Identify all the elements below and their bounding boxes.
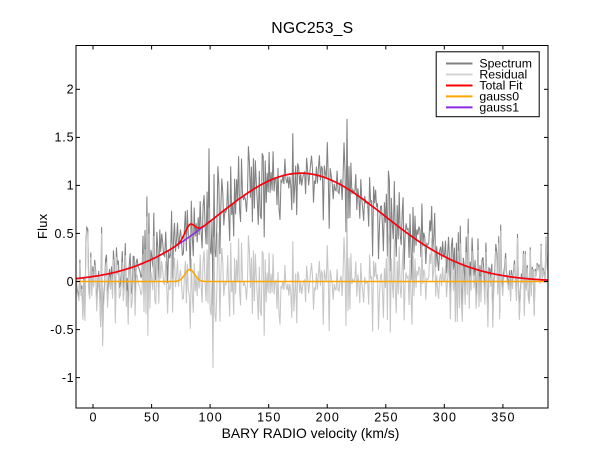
svg-text:100: 100 — [199, 411, 222, 425]
svg-text:0: 0 — [67, 275, 74, 289]
svg-text:50: 50 — [144, 411, 159, 425]
svg-text:-0.5: -0.5 — [50, 323, 73, 337]
svg-text:gauss0: gauss0 — [479, 90, 519, 104]
svg-text:NGC253_S: NGC253_S — [271, 20, 353, 37]
svg-text:Spectrum: Spectrum — [479, 57, 532, 71]
svg-text:1: 1 — [67, 179, 74, 193]
svg-text:200: 200 — [316, 411, 339, 425]
svg-text:250: 250 — [374, 411, 397, 425]
svg-text:0.5: 0.5 — [55, 227, 74, 241]
svg-text:0: 0 — [90, 411, 97, 425]
svg-text:Flux: Flux — [35, 213, 50, 239]
svg-text:Residual: Residual — [479, 68, 527, 82]
svg-text:gauss1: gauss1 — [479, 101, 519, 115]
svg-text:2: 2 — [67, 83, 74, 97]
svg-text:-1: -1 — [62, 371, 74, 385]
svg-text:350: 350 — [491, 411, 514, 425]
svg-text:1.5: 1.5 — [55, 131, 74, 145]
svg-text:Total Fit: Total Fit — [479, 79, 523, 93]
svg-text:300: 300 — [433, 411, 456, 425]
svg-text:150: 150 — [257, 411, 280, 425]
svg-text:BARY RADIO velocity (km/s): BARY RADIO velocity (km/s) — [222, 425, 400, 441]
